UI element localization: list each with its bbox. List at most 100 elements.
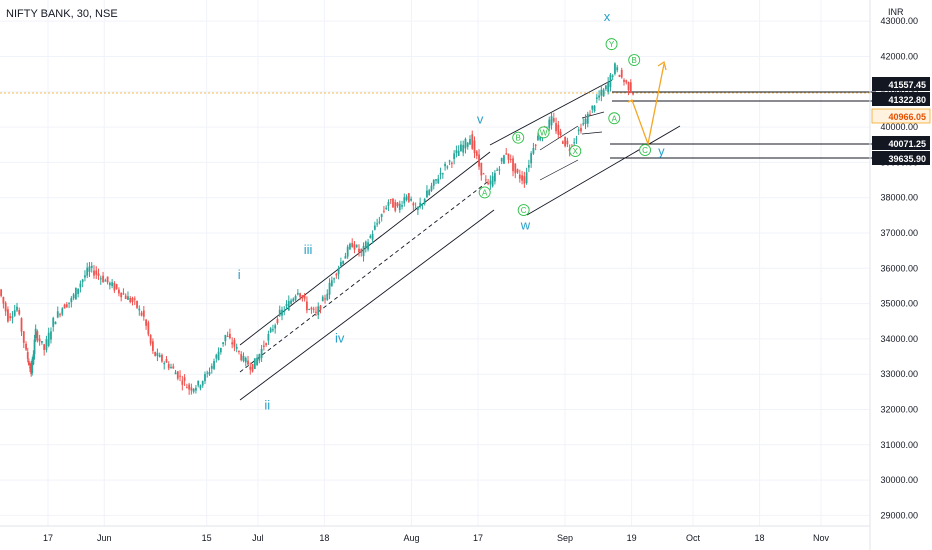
candle-body (195, 387, 197, 391)
candle-body (99, 278, 102, 280)
candle-body (557, 124, 560, 135)
candle-body (580, 128, 582, 132)
candle-body (466, 142, 469, 147)
grid (0, 0, 870, 526)
candle-body (532, 147, 535, 154)
candle-body (430, 185, 433, 191)
wave-label-w: w (520, 217, 531, 232)
candle-body (559, 131, 562, 136)
candle-body (514, 163, 517, 174)
candle-body (453, 153, 456, 160)
candle-body (167, 363, 170, 369)
candle-body (235, 346, 238, 349)
candle-body (446, 166, 449, 168)
price-label-box (872, 136, 930, 150)
candle-body (355, 245, 358, 247)
candle-body (385, 207, 388, 209)
candle-body (349, 243, 351, 250)
candle-body (426, 190, 428, 198)
candle-body (131, 298, 134, 302)
candle-body (435, 179, 437, 181)
candle-body (403, 197, 406, 204)
candle-body (439, 173, 442, 175)
candle-body (61, 308, 64, 315)
candle-body (9, 316, 12, 319)
candle-body (27, 361, 30, 366)
candle-body (423, 199, 426, 204)
candle-body (206, 372, 209, 374)
time-axis[interactable]: 17 Jun 15 Jul 18 Aug 17 Sep 19 Oct 18 Nov (43, 533, 829, 543)
candle-body (625, 80, 628, 83)
candle-body (172, 366, 175, 369)
candle-body (598, 95, 600, 98)
candle-body (561, 141, 564, 144)
price-axis[interactable]: 29000.00 30000.00 31000.00 32000.00 33000.00… (880, 16, 918, 520)
candle-body (290, 300, 292, 304)
candle-body (330, 280, 333, 287)
candle-body (380, 214, 383, 218)
y-tick-label: 43000.00 (880, 16, 918, 26)
candle-body (552, 118, 555, 122)
candle-body (54, 321, 57, 325)
candle-body (120, 292, 123, 298)
candle-body (90, 265, 93, 268)
candle-body (496, 169, 499, 171)
candle-body (108, 282, 111, 286)
candle-body (611, 75, 614, 77)
corrective-circle-C (639, 144, 652, 156)
candle-body (84, 275, 86, 278)
candle-body (45, 339, 48, 350)
candle-body (378, 221, 381, 223)
candle-body (163, 363, 166, 365)
candle-body (115, 284, 118, 289)
currency-label: INR (888, 7, 904, 17)
candle-body (251, 364, 254, 372)
candle-body (20, 318, 23, 332)
candle-body (383, 210, 385, 212)
candle-body (618, 74, 621, 77)
candle-body (22, 331, 25, 343)
candle-body (373, 225, 376, 230)
candle-body (498, 169, 501, 171)
candle-body (441, 173, 444, 175)
candle-body (247, 360, 249, 365)
corrective-circle-X (569, 145, 582, 158)
candle-body (491, 176, 494, 187)
candle-body (419, 202, 422, 207)
candle-body (315, 311, 317, 313)
candle-body (593, 105, 596, 112)
candle-body (469, 139, 471, 145)
candle-body (158, 355, 161, 357)
x-tick-label: 15 (202, 533, 212, 543)
candle-body (281, 309, 283, 316)
corrective-label-B: B (516, 134, 521, 143)
candle-body (106, 276, 109, 283)
candle-body (138, 308, 141, 311)
candle-body (398, 203, 401, 211)
corrective-circle-A (478, 186, 491, 199)
candle-body (299, 293, 302, 297)
candle-body (25, 343, 27, 350)
candle-body (86, 267, 89, 276)
price-label-text: 41557.45 (888, 80, 926, 90)
candle-body (113, 283, 116, 291)
candle-body (38, 338, 41, 342)
candle-body (127, 296, 129, 300)
candle-body (267, 333, 270, 341)
candle-body (602, 89, 605, 97)
candle-body (68, 302, 70, 304)
candle-body (460, 144, 462, 152)
candle-body (437, 178, 440, 184)
y-tick-label: 33000.00 (880, 369, 918, 379)
candle-body (165, 359, 168, 363)
candle-body (500, 157, 503, 162)
candle-body (337, 268, 340, 275)
candle-body (34, 328, 37, 339)
candle-body (104, 280, 107, 282)
candle-body (240, 354, 243, 361)
candle-body (509, 159, 512, 161)
candle-body (475, 151, 478, 156)
